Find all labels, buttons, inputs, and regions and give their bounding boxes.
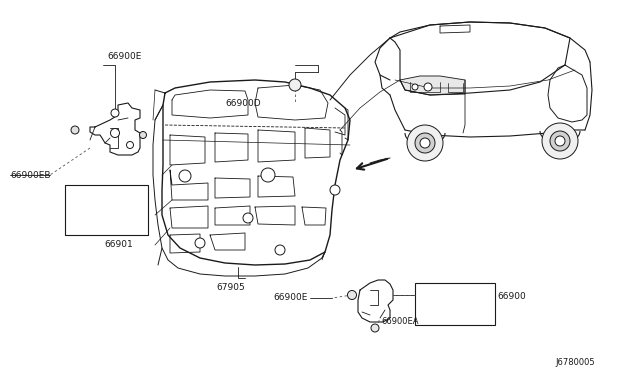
Circle shape: [71, 126, 79, 134]
Text: 66900E: 66900E: [107, 52, 141, 61]
Circle shape: [111, 128, 120, 138]
Circle shape: [407, 125, 443, 161]
Text: 66901: 66901: [104, 240, 132, 249]
Circle shape: [415, 133, 435, 153]
Circle shape: [111, 109, 119, 117]
Circle shape: [371, 324, 379, 332]
Circle shape: [275, 245, 285, 255]
Circle shape: [330, 185, 340, 195]
Circle shape: [420, 138, 430, 148]
Polygon shape: [400, 76, 465, 95]
Circle shape: [140, 131, 147, 138]
Circle shape: [243, 213, 253, 223]
Circle shape: [555, 136, 565, 146]
Circle shape: [424, 83, 432, 91]
Text: J6780005: J6780005: [555, 358, 595, 367]
Text: 66900EA: 66900EA: [381, 317, 419, 326]
Text: 66900E: 66900E: [274, 293, 308, 302]
Circle shape: [195, 238, 205, 248]
Text: 66900D: 66900D: [225, 99, 260, 108]
Circle shape: [261, 168, 275, 182]
Bar: [415, 283, 495, 325]
Text: 66900EB: 66900EB: [10, 171, 51, 180]
Circle shape: [348, 291, 356, 299]
Circle shape: [127, 141, 134, 148]
Circle shape: [412, 84, 418, 90]
Text: 66900: 66900: [497, 292, 525, 301]
Circle shape: [550, 131, 570, 151]
Text: 67905: 67905: [216, 283, 244, 292]
Circle shape: [289, 79, 301, 91]
Circle shape: [542, 123, 578, 159]
Circle shape: [179, 170, 191, 182]
